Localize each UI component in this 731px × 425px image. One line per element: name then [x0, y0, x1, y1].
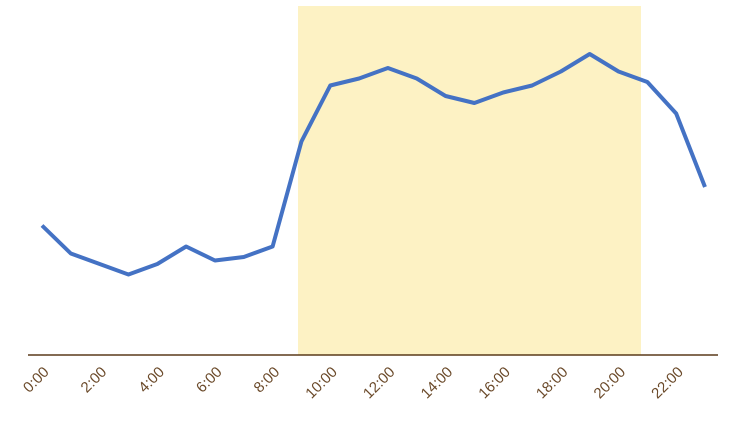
- x-tick-label: 6:00: [193, 364, 226, 397]
- x-tick-label: 16:00: [475, 364, 514, 403]
- x-tick-label: 10:00: [302, 364, 341, 403]
- x-tick-label: 20:00: [591, 364, 630, 403]
- x-tick-label: 2:00: [78, 364, 111, 397]
- x-tick-label: 4:00: [135, 364, 168, 397]
- x-tick-label: 14:00: [418, 364, 457, 403]
- x-tick-label: 8:00: [251, 364, 284, 397]
- x-tick-label: 18:00: [533, 364, 572, 403]
- highlight-band: [298, 6, 641, 355]
- x-tick-label: 12:00: [360, 364, 399, 403]
- data-line: [40, 52, 707, 277]
- x-tick-label: 22:00: [648, 364, 687, 403]
- x-tick-label: 0:00: [20, 364, 53, 397]
